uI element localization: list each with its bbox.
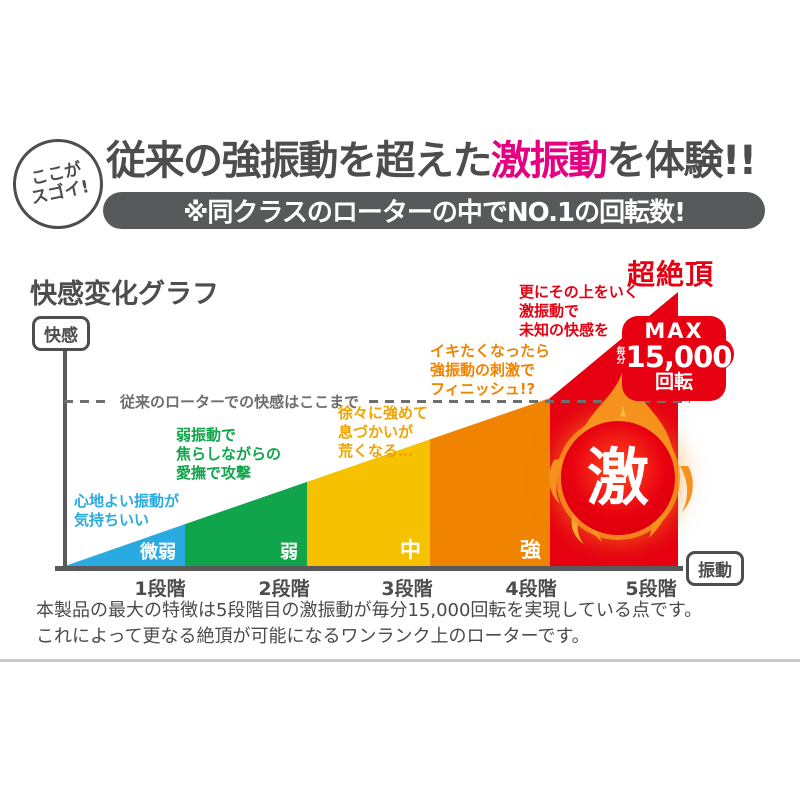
headline: 従来の強振動を超えた激振動を体験!! bbox=[106, 128, 786, 186]
headline-before: 従来の強振動を超えた bbox=[106, 138, 493, 184]
y-axis-label: 快感 bbox=[32, 316, 90, 351]
x-tick-4: 4段階 bbox=[505, 578, 557, 600]
stage-note-3: 徐々に強めて 息づかいが 荒くなる… bbox=[338, 404, 429, 460]
x-tick-3: 3段階 bbox=[381, 578, 433, 600]
max-label: MAX bbox=[644, 319, 704, 343]
x-tick-1: 1段階 bbox=[134, 578, 186, 600]
threshold-line: 従来のローターでの快感はここまで bbox=[64, 391, 690, 412]
stage-note-2: 弱振動で 焦らしながらの 愛撫で攻撃 bbox=[176, 426, 282, 482]
geki-character: 激 bbox=[586, 441, 649, 514]
headline-accent: 激振動 bbox=[491, 138, 608, 184]
footer-description: 本製品の最大の特徴は5段階目の激振動が毎分15,000回転を実現している点です。… bbox=[36, 598, 702, 650]
footer-line-2: これによって更なる絶頂が可能になるワンランク上のローターです。 bbox=[36, 626, 590, 648]
threshold-dash-left bbox=[64, 400, 110, 403]
koko-ga-sugoi-badge: ここが スゴイ! bbox=[13, 139, 103, 229]
geki-flame-badge: 激 bbox=[561, 421, 675, 535]
stage-name-2: 弱 bbox=[280, 542, 298, 563]
peak-label: 超絶頂 bbox=[627, 258, 715, 291]
headline-after: を体験!! bbox=[606, 138, 757, 184]
x-tick-2: 2段階 bbox=[258, 578, 310, 600]
badge-text: ここが スゴイ! bbox=[28, 159, 91, 209]
y-axis bbox=[63, 344, 67, 571]
x-axis-label: 振動 bbox=[686, 551, 744, 586]
subheadline-text: ※同クラスのローターの中でNO.1の回転数! bbox=[183, 198, 686, 228]
max-value: 15,000 bbox=[625, 340, 733, 374]
max-rotation-text: 回転 bbox=[654, 371, 693, 394]
stage-name-4: 強 bbox=[520, 538, 541, 562]
x-tick-5: 5段階 bbox=[625, 578, 677, 600]
footer-line-1: 本製品の最大の特徴は5段階目の激振動が毎分15,000回転を実現している点です。 bbox=[36, 600, 703, 621]
stage-note-4: イキたくなったら 強振動の刺激で フィニッシュ!? bbox=[430, 342, 551, 398]
stage-note-5: 更にその上をいく 激振動で 未知の快感を bbox=[519, 283, 639, 339]
max-unit: 毎分 bbox=[616, 346, 626, 367]
bottom-divider bbox=[0, 659, 800, 662]
subheadline-banner: ※同クラスのローターの中でNO.1の回転数! bbox=[103, 192, 765, 229]
max-rotation-badge: MAX 毎分 15,000 回転 bbox=[615, 316, 734, 402]
stage-name-3: 中 bbox=[400, 538, 421, 562]
threshold-dash-right bbox=[369, 400, 690, 403]
threshold-label: 従来のローターでの快感はここまで bbox=[120, 393, 360, 411]
stage-name-1: 微弱 bbox=[140, 542, 176, 563]
chart-title: 快感変化グラフ bbox=[30, 279, 219, 310]
x-axis bbox=[55, 566, 683, 571]
stage-note-1: 心地よい振動が 気持ちいい bbox=[74, 492, 180, 529]
